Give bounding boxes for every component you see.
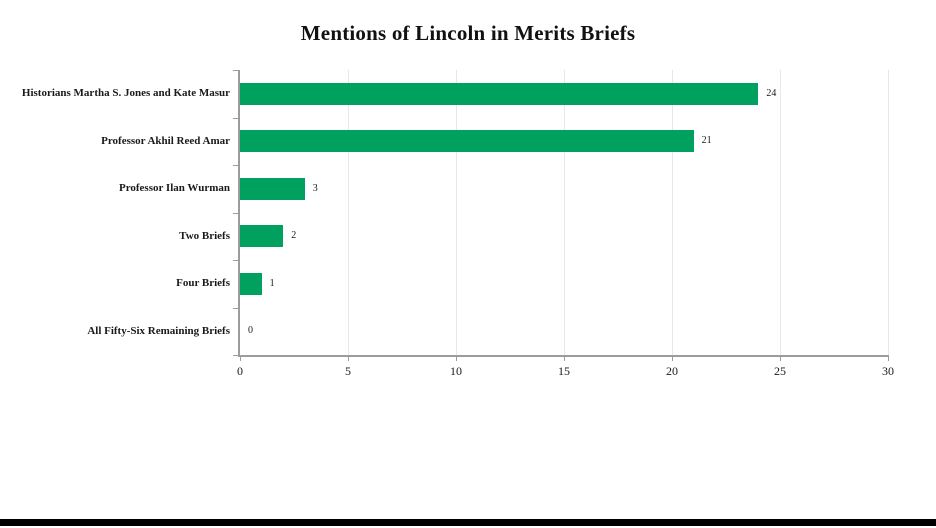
- gridline: [455, 70, 457, 355]
- y-tick: [233, 165, 238, 166]
- x-axis-line: [238, 355, 889, 357]
- category-label: Four Briefs: [176, 277, 230, 290]
- gridline: [347, 70, 349, 355]
- x-tick-label: 5: [345, 364, 351, 378]
- x-tick-label: 15: [558, 364, 570, 378]
- gridline: [887, 70, 889, 355]
- bar-value-label: 21: [701, 135, 712, 147]
- x-tick: [671, 357, 673, 361]
- y-tick: [233, 307, 238, 309]
- x-tick: [779, 357, 781, 361]
- x-tick: [887, 357, 889, 361]
- y-tick: [233, 260, 238, 261]
- y-tick: [233, 70, 238, 71]
- chart-title: Mentions of Lincoln in Merits Briefs: [300, 21, 636, 45]
- bar: [240, 82, 759, 105]
- bar: [240, 272, 262, 295]
- y-tick: [233, 355, 238, 356]
- bar: [240, 225, 284, 248]
- bar-value-label: 3: [312, 182, 318, 194]
- x-tick-label: 10: [450, 364, 462, 378]
- x-tick-label: 30: [882, 364, 894, 378]
- bar-value-label: 1: [269, 277, 275, 289]
- gridline: [671, 70, 673, 355]
- category-label: Two Briefs: [179, 229, 230, 242]
- gridline: [779, 70, 781, 355]
- x-tick: [239, 357, 241, 361]
- x-tick-label: 20: [666, 364, 678, 378]
- bar: [240, 130, 694, 153]
- category-label: All Fifty-Six Remaining Briefs: [87, 324, 230, 337]
- plot-area: 24 21 3 2 1 0: [233, 70, 889, 361]
- bar-value-label: 2: [291, 230, 297, 242]
- bar: [240, 177, 305, 200]
- x-tick: [455, 357, 457, 361]
- x-tick: [563, 357, 565, 361]
- bar-value-label: 0: [248, 325, 253, 337]
- x-tick-label: 25: [774, 364, 786, 378]
- window-bottom-border: [0, 519, 936, 526]
- x-tick-label: 0: [237, 364, 243, 378]
- y-tick: [233, 117, 238, 119]
- y-axis-line: [238, 70, 240, 357]
- category-label: Professor Akhil Reed Amar: [101, 134, 230, 147]
- y-tick: [233, 212, 238, 214]
- x-tick: [347, 357, 349, 361]
- gridline: [563, 70, 565, 355]
- category-label: Professor Ilan Wurman: [118, 182, 230, 195]
- category-label: Historians Martha S. Jones and Kate Masu…: [21, 87, 230, 100]
- bar-value-label: 24: [766, 87, 777, 99]
